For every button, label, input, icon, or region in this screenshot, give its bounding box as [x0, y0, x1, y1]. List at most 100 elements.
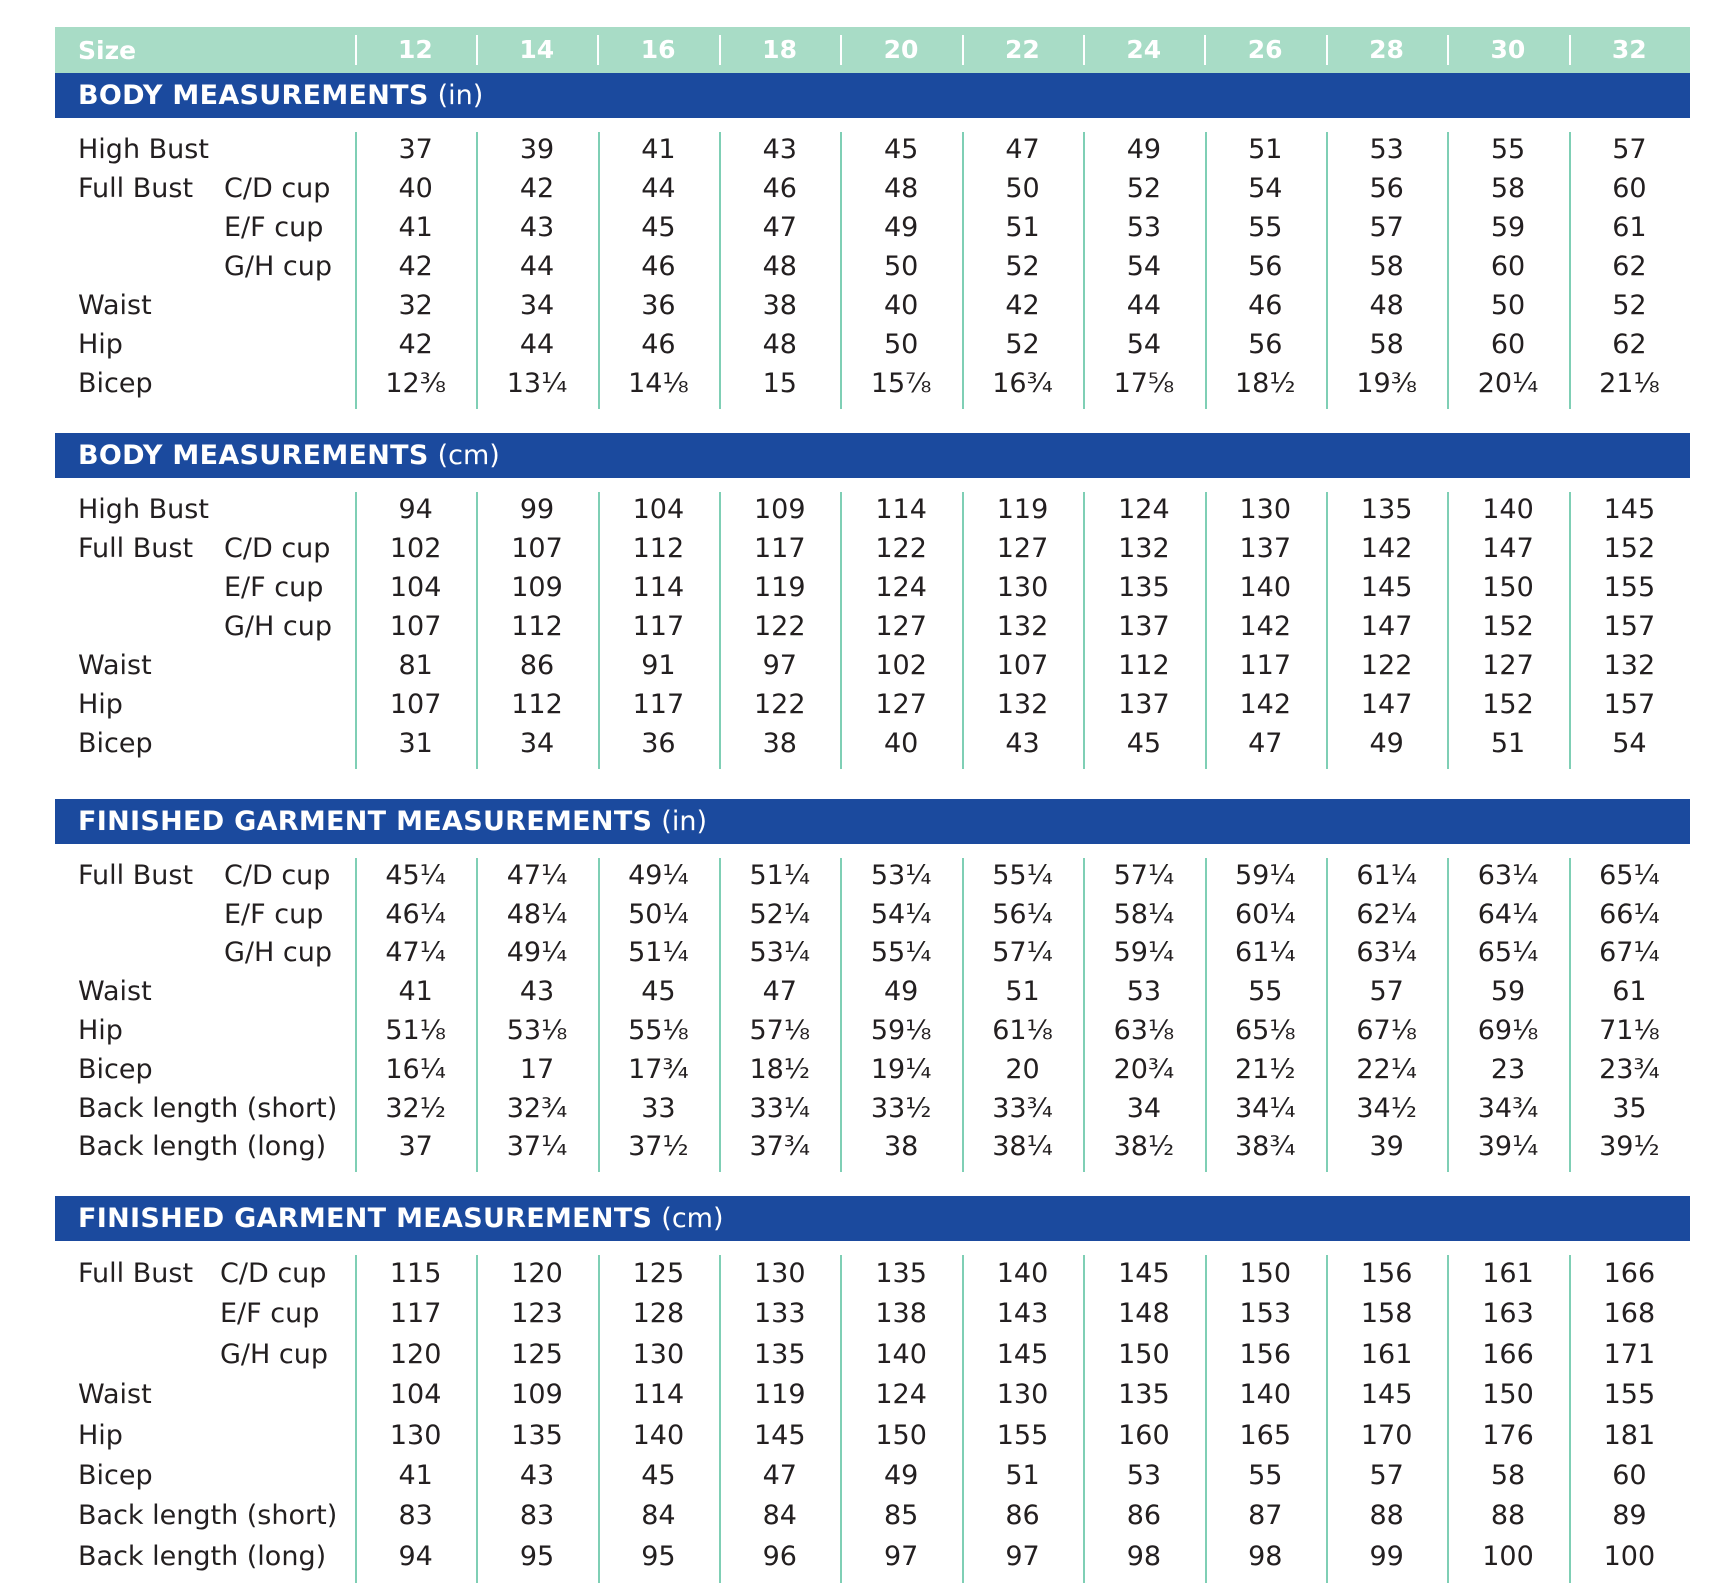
table-cell: 20	[961, 1049, 1083, 1089]
row-label: Full Bust	[78, 859, 194, 891]
row-label-cell: Back length (long)	[55, 1131, 355, 1162]
table-row: Waist 81 86 91 97 102 107 112 117 122 127 132	[55, 646, 1690, 685]
table-cell: 138	[840, 1293, 961, 1335]
row-label: Waist	[78, 1379, 152, 1411]
row-sublabel: E/F cup	[224, 572, 324, 603]
row-label-cell: G/H cup	[55, 937, 355, 968]
row-label: Full Bust	[78, 1258, 194, 1290]
table-cell: 36	[597, 286, 719, 325]
row-label-cell: Hip	[55, 1015, 355, 1046]
table-cell: 16¾	[961, 364, 1083, 409]
table-cell: 56¼	[961, 894, 1083, 934]
table-cell: 165	[1204, 1414, 1326, 1456]
table-cell: 46¼	[354, 894, 476, 934]
table-cell: 124	[1083, 490, 1204, 529]
table-cell: 44	[1083, 286, 1204, 325]
table-cell: 40	[840, 286, 961, 325]
table-cell: 60¼	[1204, 894, 1326, 934]
table-cell: 32½	[354, 1088, 476, 1128]
table-cell: 115	[354, 1253, 476, 1295]
table-cell: 155	[1568, 1374, 1690, 1416]
table-cell: 147	[1325, 607, 1447, 646]
table-cell: 168	[1568, 1293, 1690, 1335]
table-cell: 135	[1083, 1374, 1204, 1416]
table-cell: 54	[1083, 325, 1204, 364]
table-row: Hip 130 135 140 145 150 155 160 165 170 176 181	[55, 1414, 1690, 1456]
table-cell: 41	[354, 1455, 476, 1497]
size-header-cell: 20	[840, 35, 961, 65]
table-cell: 122	[1325, 646, 1447, 685]
table-cell: 55	[1204, 972, 1326, 1011]
row-label: Hip	[78, 329, 123, 360]
table-cell: 51	[1204, 130, 1326, 169]
table-cell: 86	[1083, 1495, 1204, 1537]
table-cell: 67¼	[1568, 933, 1690, 973]
section-title: FINISHED GARMENT MEASUREMENTS	[78, 1203, 653, 1235]
table-cell: 51	[961, 208, 1083, 247]
table-row: Full Bust C/D cup 102 107 112 117 122 127 132 137…	[55, 529, 1690, 568]
table-cell: 18½	[1204, 364, 1326, 409]
table-cell: 46	[597, 325, 719, 364]
table-cell: 130	[1204, 490, 1326, 529]
table-cell: 57	[1325, 208, 1447, 247]
row-label: High Bust	[78, 494, 209, 525]
table-row: G/H cup 120 125 130 135 140 145 150 156 161 166 171	[55, 1334, 1690, 1375]
section-title: BODY MEASUREMENTS	[78, 440, 429, 471]
table-cell: 153	[1204, 1293, 1326, 1335]
table-row: Full Bust C/D cup 45¼ 47¼ 49¼ 51¼ 53¼ 55¼ 57¼ 59¼…	[55, 856, 1690, 895]
table-cell: 55¼	[961, 856, 1083, 895]
table-cell: 51	[961, 972, 1083, 1011]
table-cell: 37¼	[476, 1127, 597, 1173]
table-cell: 62¼	[1325, 894, 1447, 934]
table-cell: 152	[1447, 607, 1568, 646]
table-cell: 47¼	[476, 856, 597, 895]
row-label-cell: E/F cup	[55, 899, 355, 930]
row-label	[78, 1298, 220, 1329]
table-cell: 86	[476, 646, 597, 685]
table-cell: 95	[597, 1536, 719, 1583]
table-row: Hip 42 44 46 48 50 52 54 56 58 60 62	[55, 325, 1690, 364]
table-cell: 43	[476, 972, 597, 1011]
table-cell: 47	[961, 130, 1083, 169]
row-label: Bicep	[78, 728, 153, 759]
row-label: Waist	[78, 650, 152, 681]
table-cell: 150	[1447, 1374, 1568, 1416]
table-cell: 83	[476, 1495, 597, 1537]
table-cell: 48	[1325, 286, 1447, 325]
table-cell: 145	[1083, 1253, 1204, 1295]
row-label	[78, 937, 224, 968]
table-cell: 50	[1447, 286, 1568, 325]
table-row: G/H cup 107 112 117 122 127 132 137 142 147 152 157	[55, 607, 1690, 646]
table-cell: 58	[1447, 1455, 1568, 1497]
table-cell: 122	[840, 529, 961, 568]
size-header-cell: 16	[597, 35, 718, 65]
table-cell: 100	[1447, 1536, 1568, 1583]
table-cell: 55⅛	[597, 1011, 719, 1050]
row-label: Waist	[78, 976, 152, 1008]
table-cell: 150	[840, 1414, 961, 1456]
table-cell: 50¼	[597, 894, 719, 934]
table-cell: 21⅛	[1568, 364, 1690, 409]
table-row: G/H cup 47¼ 49¼ 51¼ 53¼ 55¼ 57¼ 59¼ 61¼ 63¼ 65¼ 67¼	[55, 933, 1690, 973]
table-cell: 19⅜	[1325, 364, 1447, 409]
table-cell: 130	[961, 1374, 1083, 1416]
size-header-label: Size	[78, 35, 137, 65]
row-label-cell: Bicep	[55, 1054, 355, 1085]
table-cell: 156	[1325, 1253, 1447, 1295]
table-cell: 181	[1568, 1414, 1690, 1456]
measurement-table: Full Bust C/D cup 45¼ 47¼ 49¼ 51¼ 53¼ 55¼ 57¼ 59¼…	[55, 844, 1690, 1173]
table-cell: 33½	[840, 1088, 961, 1128]
row-label-cell: G/H cup	[55, 251, 355, 282]
table-cell: 112	[476, 607, 597, 646]
table-cell: 147	[1447, 529, 1568, 568]
table-cell: 112	[597, 529, 719, 568]
table-cell: 86	[961, 1495, 1083, 1537]
table-cell: 117	[597, 607, 719, 646]
table-cell: 17	[476, 1049, 597, 1089]
table-cell: 122	[719, 685, 840, 724]
size-header-cell: 14	[476, 35, 597, 65]
table-row: Hip 107 112 117 122 127 132 137 142 147 152 157	[55, 685, 1690, 724]
table-cell: 39½	[1568, 1127, 1690, 1173]
measurement-table: Full Bust C/D cup 115 120 125 130 135 140 145 150…	[55, 1241, 1690, 1583]
table-cell: 55¼	[840, 933, 961, 973]
